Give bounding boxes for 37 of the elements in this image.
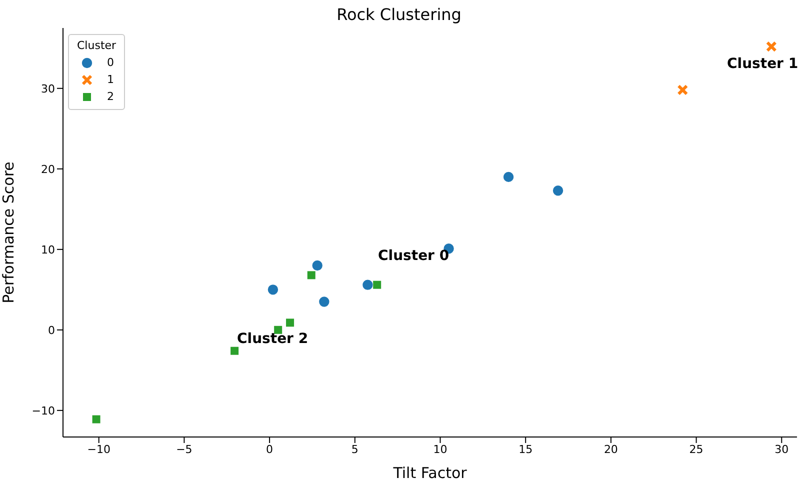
x-tick-label: 5 (351, 442, 358, 456)
chart-title: Rock Clustering (336, 5, 462, 24)
point (267, 284, 279, 296)
x-tick-label: −5 (176, 442, 192, 456)
x-tick-label: 10 (433, 442, 448, 456)
point (552, 184, 564, 197)
point (286, 318, 294, 327)
point (92, 415, 100, 424)
legend-label: 1 (107, 73, 114, 86)
y-tick-label: 10 (41, 243, 55, 256)
x-tick-label: 15 (518, 442, 533, 456)
point (362, 278, 374, 291)
point (318, 296, 330, 308)
x-tick-label: 25 (689, 442, 704, 456)
y-tick-label: 30 (41, 82, 55, 96)
x-tick-label: 30 (774, 442, 789, 456)
x-tick-label: 20 (604, 442, 618, 456)
legend-label: 0 (107, 56, 114, 69)
y-tick-label: −10 (32, 404, 55, 418)
annotation: Cluster 1 (727, 56, 798, 72)
y-axis-title: Performance Score (0, 162, 18, 304)
point (307, 271, 316, 280)
legend-title: Cluster (77, 39, 116, 52)
x-axis-title: Tilt Factor (392, 464, 468, 480)
point (230, 346, 239, 355)
y-tick-label: 20 (41, 162, 55, 176)
annotation: Cluster 0 (378, 248, 450, 264)
point (677, 84, 688, 96)
x-tick-label: −10 (87, 442, 110, 456)
x-tick-label: 0 (266, 442, 274, 456)
point (373, 280, 382, 289)
legend-label: 2 (107, 90, 114, 103)
point (766, 41, 777, 52)
y-tick-label: 0 (48, 324, 55, 337)
annotation: Cluster 2 (237, 331, 308, 347)
point (311, 260, 324, 272)
point (502, 171, 514, 183)
